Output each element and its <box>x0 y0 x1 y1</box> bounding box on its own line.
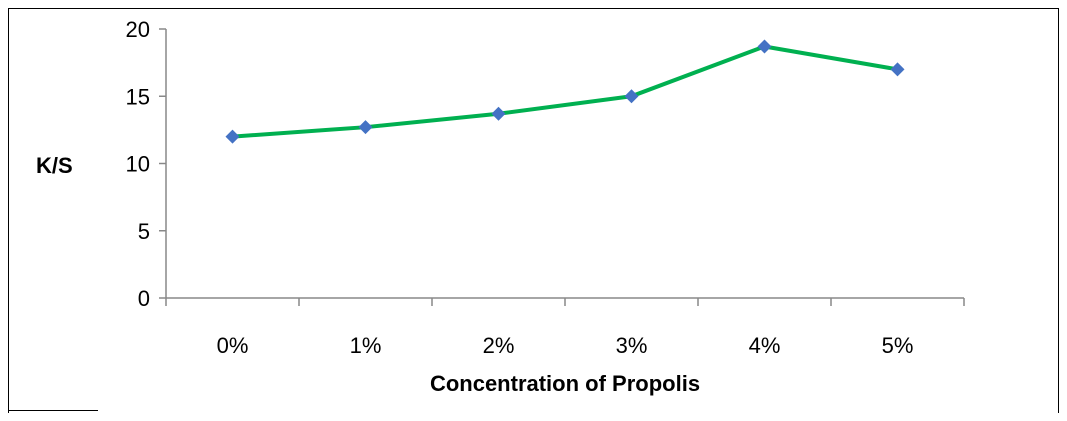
y-tick-label: 15 <box>126 84 150 109</box>
data-point-marker <box>624 89 639 104</box>
x-tick-label: 5% <box>882 333 914 358</box>
data-point-marker <box>225 129 240 144</box>
y-axis-title: K/S <box>36 153 73 178</box>
x-axis-ticks: 0% 1% 2% 3% 4% 5% <box>165 298 965 358</box>
x-tick-label: 3% <box>616 333 648 358</box>
x-axis-title: Concentration of Propolis <box>430 371 700 396</box>
frame-bottom-edge <box>8 410 98 411</box>
y-tick-label: 0 <box>138 286 150 311</box>
x-tick-label: 1% <box>350 333 382 358</box>
y-tick-label: 10 <box>126 152 150 177</box>
series-layer <box>225 39 905 144</box>
y-tick-label: 5 <box>138 219 150 244</box>
series-line <box>230 44 900 139</box>
axes <box>165 29 964 299</box>
x-tick-label: 2% <box>483 333 515 358</box>
x-tick-label: 4% <box>749 333 781 358</box>
data-point-marker <box>757 39 772 54</box>
y-tick-label: 20 <box>126 17 150 42</box>
data-point-marker <box>890 62 905 77</box>
y-axis-ticks: 0 5 10 15 20 <box>126 17 166 311</box>
x-tick-label: 0% <box>217 333 249 358</box>
chart-frame <box>8 8 1059 413</box>
data-point-marker <box>358 120 373 135</box>
data-point-marker <box>491 106 506 121</box>
